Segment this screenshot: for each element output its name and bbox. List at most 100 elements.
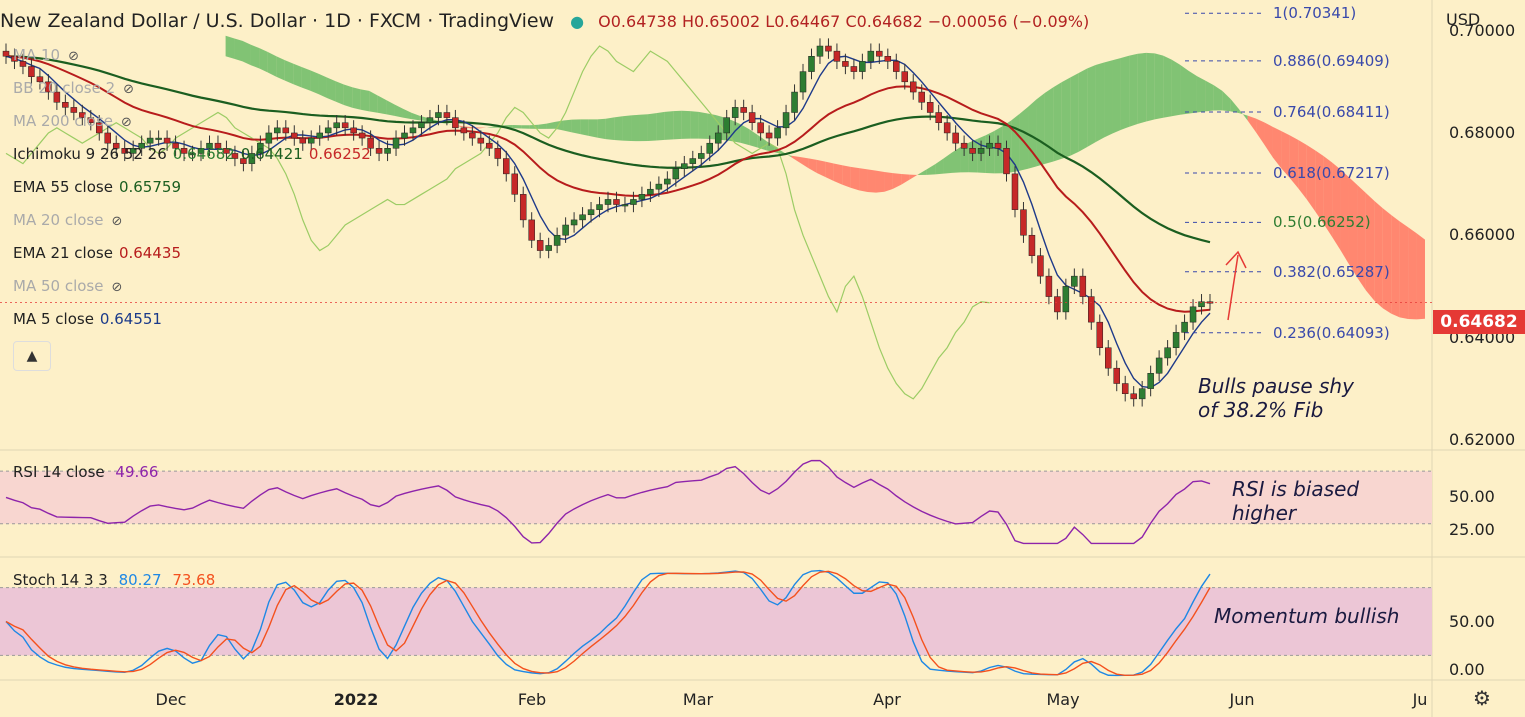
ichimoku-cloud-segment bbox=[926, 164, 936, 175]
candle-body bbox=[774, 127, 781, 139]
candle-body bbox=[53, 91, 61, 103]
ichimoku-cloud-segment bbox=[1230, 99, 1240, 114]
ichimoku-lagging-span bbox=[5, 45, 990, 400]
candle-body bbox=[570, 219, 578, 226]
candle-body bbox=[180, 148, 188, 154]
candle-body bbox=[460, 127, 468, 134]
legend-item[interactable]: EMA 21 close 0.64435 bbox=[13, 244, 181, 262]
fib-level-label: 0.886(0.69409) bbox=[1273, 51, 1390, 70]
hidden-eye-icon[interactable]: ⊘ bbox=[121, 115, 132, 130]
hidden-eye-icon[interactable]: ⊘ bbox=[68, 49, 79, 64]
candle-body bbox=[307, 137, 315, 144]
candle-body bbox=[867, 50, 875, 62]
stoch-label: Stoch 14 3 3 bbox=[13, 571, 108, 589]
ichimoku-cloud-segment bbox=[1196, 76, 1206, 113]
time-tick-label: Jun bbox=[1229, 690, 1255, 709]
legend-item[interactable]: MA 50 close ⊘ bbox=[13, 277, 122, 295]
ichimoku-cloud-segment bbox=[859, 168, 868, 193]
ichimoku-cloud-segment bbox=[901, 173, 910, 185]
candle-body bbox=[138, 142, 145, 149]
legend-item[interactable]: BB 20 close 2 ⊘ bbox=[13, 79, 134, 97]
ichimoku-cloud-segment bbox=[479, 127, 488, 129]
fib-level-label: 0.764(0.68411) bbox=[1273, 102, 1390, 121]
legend-item[interactable]: EMA 55 close 0.65759 bbox=[13, 178, 181, 196]
legend-item[interactable]: MA 200 close ⊘ bbox=[13, 112, 132, 130]
indicator-tick-label: 25.00 bbox=[1449, 520, 1495, 540]
ichimoku-cloud-segment bbox=[681, 110, 691, 139]
candle-body bbox=[189, 153, 196, 156]
ichimoku-cloud-segment bbox=[487, 126, 496, 128]
ichimoku-cloud-segment bbox=[1281, 131, 1290, 179]
candle-body bbox=[765, 132, 773, 139]
ichimoku-cloud-segment bbox=[884, 171, 893, 192]
ichimoku-cloud-segment bbox=[225, 35, 235, 59]
ichimoku-cloud-segment bbox=[1408, 227, 1417, 320]
price-annotation: Bulls pause shy of 38.2% Fib bbox=[1198, 374, 1354, 422]
legend-item[interactable]: MA 5 close 0.64551 bbox=[13, 310, 162, 328]
candle-body bbox=[884, 56, 892, 62]
ichimoku-cloud-segment bbox=[563, 119, 572, 133]
candle-body bbox=[1079, 275, 1087, 297]
price-tick-label: 0.68000 bbox=[1449, 122, 1516, 142]
ichimoku-cloud-segment bbox=[605, 117, 615, 140]
candle-body bbox=[265, 132, 273, 144]
ichimoku-cloud-segment bbox=[1416, 233, 1425, 320]
ichimoku-cloud-segment bbox=[1348, 177, 1358, 278]
ichimoku-cloud-segment bbox=[512, 125, 522, 129]
candle-body bbox=[1155, 357, 1163, 374]
legend-label: EMA 21 close bbox=[13, 244, 113, 262]
legend-item[interactable]: Ichimoku 9 26 52 26 0.64682 0.64421 0.66252 bbox=[13, 145, 371, 163]
candle-body bbox=[757, 122, 764, 134]
candle-body bbox=[935, 112, 942, 123]
ichimoku-cloud-segment bbox=[968, 138, 978, 173]
legend-item[interactable]: MA 10 ⊘ bbox=[13, 46, 79, 64]
legend-label: Ichimoku 9 26 52 26 bbox=[13, 145, 167, 163]
ichimoku-cloud-segment bbox=[842, 165, 851, 188]
ichimoku-cloud-segment bbox=[267, 51, 277, 77]
candle-body bbox=[638, 194, 646, 200]
candle-body bbox=[282, 127, 290, 134]
ohlc-readout: O0.64738 H0.65002 L0.64467 C0.64682 −0.0… bbox=[598, 12, 1090, 31]
rsi-band bbox=[0, 471, 1432, 524]
time-tick-label: Apr bbox=[873, 690, 901, 709]
candle-body bbox=[486, 142, 493, 149]
candle-body bbox=[706, 142, 713, 154]
candle-body bbox=[36, 76, 44, 83]
ichimoku-cloud-segment bbox=[1399, 221, 1409, 320]
candle-body bbox=[1088, 296, 1095, 323]
collapse-legend-button[interactable]: ▲ bbox=[13, 341, 51, 371]
ichimoku-cloud-segment bbox=[791, 155, 800, 163]
ichimoku-cloud-segment bbox=[1129, 53, 1138, 127]
candle-body bbox=[231, 153, 239, 159]
time-tick-label: 2022 bbox=[333, 690, 379, 709]
hidden-eye-icon[interactable]: ⊘ bbox=[123, 82, 135, 97]
legend-item[interactable]: MA 20 close ⊘ bbox=[13, 211, 122, 229]
chart-header: New Zealand Dollar / U.S. Dollar · 1D · … bbox=[0, 10, 1089, 32]
currency-label[interactable]: USD bbox=[1446, 10, 1481, 29]
indicator-tick-label: 0.00 bbox=[1449, 660, 1485, 679]
ichimoku-cloud-segment bbox=[250, 44, 260, 69]
ichimoku-cloud-segment bbox=[1104, 60, 1113, 138]
candle-body bbox=[274, 127, 281, 134]
legend-value: 0.64682 bbox=[172, 145, 235, 163]
candle-body bbox=[435, 112, 442, 118]
hidden-eye-icon[interactable]: ⊘ bbox=[111, 280, 123, 295]
ichimoku-cloud-segment bbox=[571, 119, 581, 135]
hidden-eye-icon[interactable]: ⊘ bbox=[111, 214, 123, 229]
ichimoku-cloud-segment bbox=[386, 100, 395, 116]
ichimoku-cloud-segment bbox=[1087, 65, 1096, 148]
settings-gear-icon[interactable]: ⚙ bbox=[1473, 686, 1491, 710]
trend-arrow-head bbox=[1225, 250, 1247, 269]
legend-value: 0.66252 bbox=[308, 145, 371, 163]
ichimoku-cloud-segment bbox=[1391, 215, 1400, 318]
ichimoku-cloud-segment bbox=[1239, 109, 1248, 121]
candle-body bbox=[469, 132, 476, 139]
candle-body bbox=[842, 61, 849, 67]
candle-body bbox=[1054, 296, 1061, 313]
candle-body bbox=[816, 45, 824, 57]
symbol-title[interactable]: New Zealand Dollar / U.S. Dollar · 1D · … bbox=[0, 10, 555, 32]
ichimoku-cloud-segment bbox=[749, 129, 758, 148]
ichimoku-cloud-segment bbox=[707, 113, 716, 140]
candle-body bbox=[333, 122, 340, 129]
